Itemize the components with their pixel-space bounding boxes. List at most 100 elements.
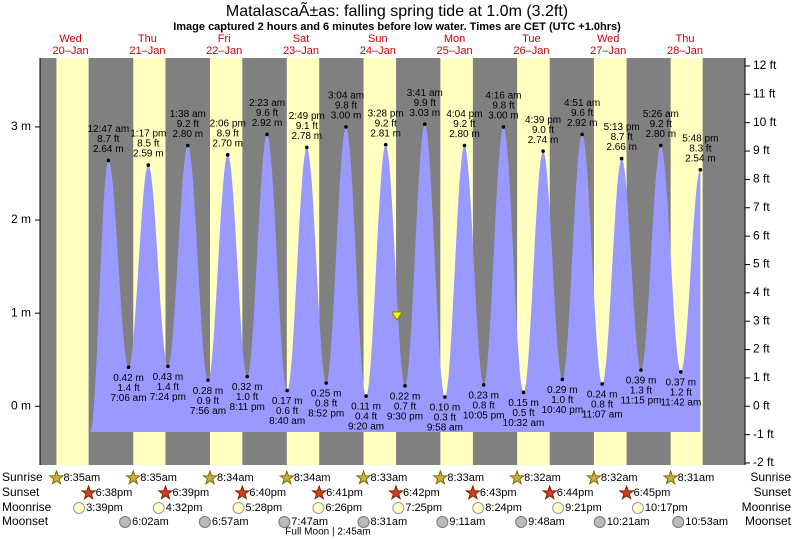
row-time: 8:24pm [485,502,522,514]
sunrise-icon [201,469,219,485]
row-time: 8:33am [371,472,408,484]
tide-point [403,384,407,388]
tide-label: 12:47 am [87,124,129,135]
tide-label: 0.37 m [666,378,697,389]
tide-label: 11:07 am [582,410,623,421]
tide-label: 11:15 pm [621,396,662,407]
y-tick-label: 2 m [11,212,31,226]
y-tick-label: 3 m [11,119,31,133]
row-time: 8:32am [601,472,638,484]
tide-label: 0.29 m [547,385,578,396]
tide-point [106,158,111,163]
row-time: 6:43pm [480,487,517,499]
sunset-icon [234,484,251,500]
moonset-icon [593,516,606,528]
row-time: 6:38pm [96,487,133,499]
y2-tick-label: 8 ft [753,172,770,186]
tide-label: 8.5 ft [137,139,159,150]
day-date: 26–Jan [513,45,549,57]
row-time: 6:40pm [249,487,286,499]
tide-label: 3.00 m [331,111,362,122]
tide-label: 8.7 ft [97,134,119,145]
tide-label: 3:04 am [328,91,364,102]
tide-point [383,142,388,147]
tide-label: 1.4 ft [117,383,139,394]
tide-point [501,125,506,129]
row-time: 8:34am [217,472,254,484]
sunrise-icon [125,469,142,485]
moonrise-icon [73,502,86,514]
moonset-icon [119,516,132,528]
moonrise-icon [631,502,644,514]
tide-label: 0.10 m [430,403,461,414]
tide-label: 9.1 ft [296,121,318,132]
row-time: 9:21pm [565,502,602,514]
moonrise-icon [312,502,325,514]
tide-point [186,143,190,148]
day-weekday: Sun [368,33,388,45]
tide-point [443,395,447,399]
day-weekday: Wed [59,33,81,45]
tide-label: 7:24 pm [150,392,186,403]
daylight-band [56,58,89,465]
tide-point [580,132,584,137]
tide-label: 2:06 pm [210,119,246,130]
day-date: 23–Jan [283,45,319,57]
tide-point [698,167,703,172]
row-time: 8:34am [294,472,331,484]
plot: 12:47 am8.7 ft2.64 m0.42 m1.4 ft7:06 am1… [87,88,718,434]
moonset-icon [357,516,370,528]
y2-tick-label: 4 ft [753,285,770,299]
tide-label: 2.64 m [93,144,124,155]
tide-label: 1.0 ft [236,392,258,403]
sunset-icon [618,484,635,500]
y2-tick-label: 0 ft [753,398,770,412]
tide-label: 2.80 m [645,129,676,140]
tide-label: 1:38 am [170,109,206,120]
row-time: 6:57am [212,516,249,528]
row-time: 6:02am [132,516,169,528]
row-label: Moonset [745,514,792,528]
tide-label: 2.78 m [292,131,323,142]
row-label: Sunset [754,485,792,499]
tide-label: 9:30 pm [387,411,423,422]
row-time: 6:26pm [325,502,362,514]
day-weekday: Mon [444,33,465,45]
tide-label: 0.7 ft [394,401,416,412]
tide-label: 1.3 ft [630,386,652,397]
moonrise-icon [472,502,485,514]
row-label: Moonrise [742,500,792,514]
y2-tick-label: 3 ft [753,313,770,327]
sunset-icon [157,484,174,500]
y2-tick-label: 6 ft [753,228,770,242]
tide-label: 9:20 am [348,422,384,433]
tide-label: 0.22 m [390,391,421,402]
row-time: 8:31am [678,472,715,484]
tide-label: 3.00 m [488,111,519,122]
chart-subtitle: Image captured 2 hours and 6 minutes bef… [173,21,621,33]
row-time: 8:32am [524,472,561,484]
day-weekday: Tue [522,33,541,45]
tide-label: 5:13 pm [604,122,640,133]
y2-tick-label: 7 ft [753,200,770,214]
moonset-icon [198,516,211,528]
tide-point [541,149,545,153]
tide-label: 8.9 ft [217,129,239,140]
tide-label: 0.23 m [468,391,499,402]
row-label: Sunset [2,485,40,499]
tide-label: 9.2 ft [650,119,672,130]
moon-phase: Full Moon | 2:45am [285,527,370,538]
tide-label: 9.9 ft [414,98,436,109]
tide-label: 5:48 pm [682,133,718,144]
tide-label: 11:42 am [660,398,701,409]
sunrise-icon [662,469,679,485]
tide-label: 0.4 ft [355,412,377,423]
tide-label: 8:52 pm [308,409,344,420]
tide-label: 0.8 ft [473,401,495,412]
tide-point [364,394,368,398]
tide-label: 10:32 am [503,418,545,429]
y-tick-label: 1 m [11,305,31,319]
tide-label: 0.8 ft [591,400,613,411]
